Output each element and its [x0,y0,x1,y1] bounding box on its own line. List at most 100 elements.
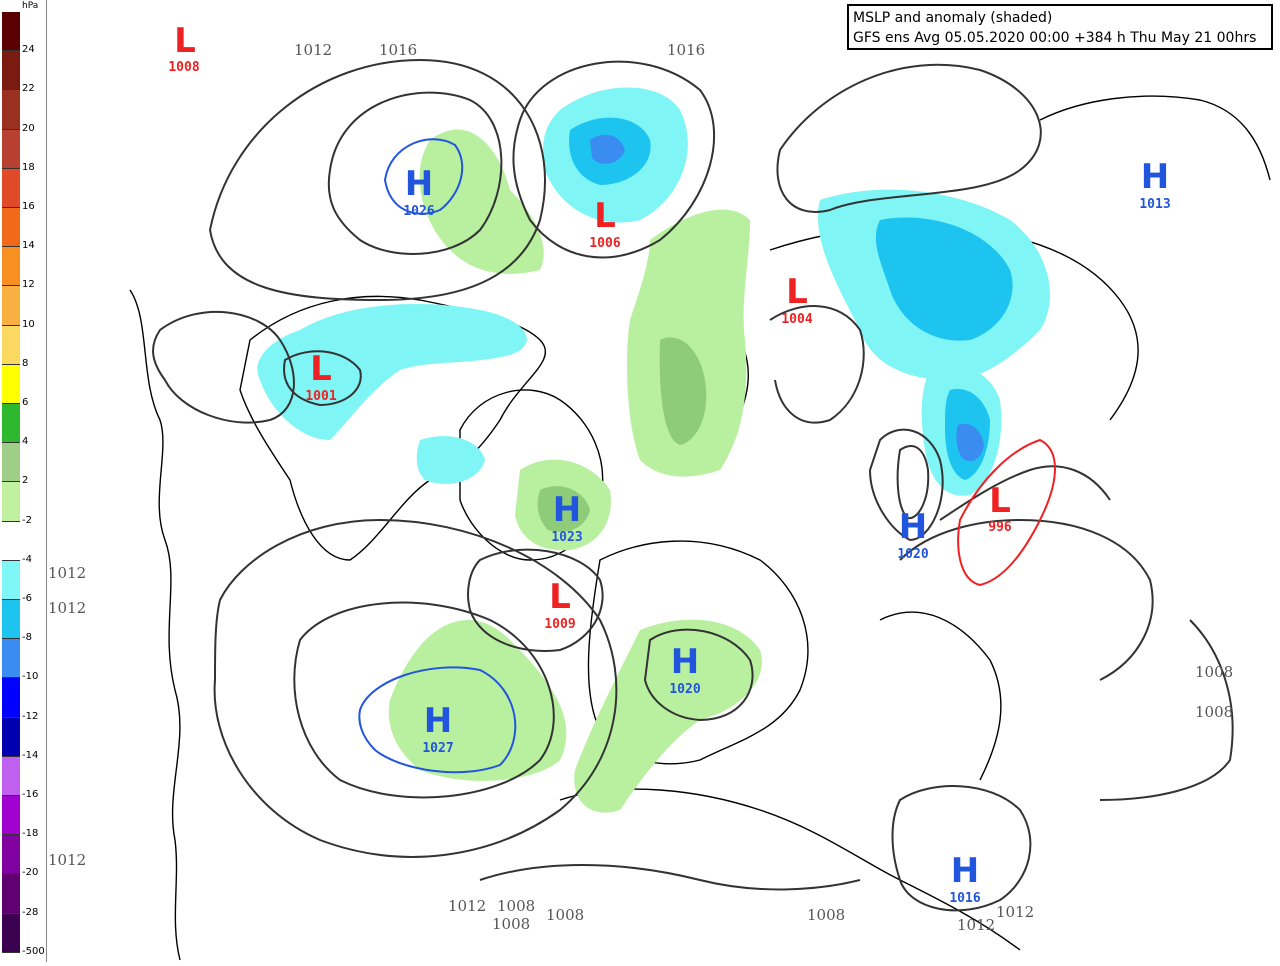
legend-label: -10 [22,671,39,683]
svg-text:L: L [786,272,808,312]
legend-swatch [2,247,20,287]
legend-label: 4 [22,436,29,448]
weather-map: 1012 1016 1016 1012 1012 1012 1012 1008 … [47,0,1280,962]
svg-text:1023: 1023 [551,530,582,545]
low-pressure-1006: L 1006 [589,196,620,251]
low-pressure-996: L 996 [988,481,1012,535]
legend-label: -12 [22,710,39,722]
map-subtitle: GFS ens Avg 05.05.2020 00:00 +384 h Thu … [853,30,1257,46]
legend-swatch [2,600,20,640]
legend-label: -18 [22,828,39,840]
legend-swatch [2,129,20,169]
legend-swatch [2,208,20,248]
svg-text:L: L [989,481,1011,521]
system-contours [358,138,1056,774]
svg-text:996: 996 [988,520,1012,535]
svg-text:L: L [310,349,332,389]
legend-swatch [2,717,20,757]
pressure-systems: L 1008 H 1026 L 1006 L 1004 H 1013 L 100… [168,21,1170,906]
svg-text:L: L [594,196,616,236]
legend-swatch [2,443,20,483]
high-pressure-1023: H 1023 [551,490,582,545]
isobar-label: 1008 [807,906,845,924]
legend-label: -6 [22,593,32,604]
legend-label: 24 [22,44,35,56]
legend-label: 16 [22,201,35,212]
isobar-label: 1012 [448,897,486,915]
isobar-label: 1012 [294,41,332,59]
legend-swatch [2,874,20,914]
legend-label: 10 [22,318,35,330]
legend-swatch [2,12,20,52]
isobar-label: 1016 [379,41,417,59]
legend-label: 12 [22,279,35,291]
legend-swatch [2,168,20,208]
svg-text:1006: 1006 [589,236,620,251]
legend-swatch [2,51,20,91]
isobar-label: 1012 [48,599,86,617]
pos-anomaly-greenland [419,129,544,274]
pos-anomaly-atlantic [388,620,567,781]
high-pressure-1027: H 1027 [422,701,453,756]
legend-label: -28 [22,906,39,918]
legend-label: -8 [22,632,32,644]
isobar-label: 1008 [492,915,530,933]
isobar-label: 1012 [48,564,86,582]
legend-swatch [2,835,20,875]
isobar-label: 1012 [996,903,1034,921]
svg-text:1016: 1016 [949,891,980,906]
legend-label: 18 [22,161,35,173]
pos-anomaly-scandinavia [627,209,750,477]
legend-swatch [2,521,20,561]
legend-swatch [2,325,20,365]
pos-anomaly-europe [574,619,762,813]
legend-label: -500 [22,945,45,957]
legend-label: 6 [22,397,29,408]
svg-text:1001: 1001 [305,389,336,404]
legend-label: 2 [22,475,29,487]
high-1027-contour [358,666,517,774]
high-pressure-1013: H 1013 [1139,157,1170,212]
legend-swatch [2,913,20,953]
legend-swatch [2,482,20,522]
legend-label: 14 [22,240,35,252]
anomaly-color-legend: hPa 24 22 20 18 16 14 12 10 8 6 4 2 -2 -4 -6 -8 -10 -12 -1… [0,0,47,962]
isobar-label: 1016 [667,41,705,59]
low-996-contour [957,438,1056,587]
high-pressure-1026: H 1026 [403,164,434,219]
svg-text:H: H [951,851,979,891]
svg-text:1008: 1008 [168,60,199,75]
low-pressure-1008: L 1008 [168,21,199,75]
legend-swatch [2,678,20,718]
isobar-labels: 1012 1016 1016 1012 1012 1012 1012 1008 … [48,41,1233,934]
pos-anomaly-greenland-core [537,486,590,532]
svg-text:H: H [1141,157,1169,197]
legend-swatch [2,756,20,796]
high-pressure-1020-asia: H 1020 [897,507,928,562]
map-title-box: MSLP and anomaly (shaded) GFS ens Avg 05… [847,4,1273,50]
neg-anomaly-canada [257,304,527,440]
legend-label: 8 [22,357,29,369]
neg-anomaly-north-pacific-core [590,134,625,164]
legend-unit: hPa [22,1,39,11]
isobar-label: 1008 [1195,663,1233,681]
isobars [152,58,1234,912]
legend-label: -2 [22,514,32,526]
svg-text:1026: 1026 [403,204,434,219]
legend-label: -14 [22,749,39,761]
high-1026-contour [383,138,464,215]
svg-text:1020: 1020 [897,547,928,562]
legend-label: 20 [22,122,35,134]
svg-text:H: H [424,701,452,741]
map-title: MSLP and anomaly (shaded) [853,10,1053,26]
svg-text:1004: 1004 [781,312,812,327]
svg-text:1027: 1027 [422,741,453,756]
isobar-label: 1008 [497,897,535,915]
high-pressure-1020-europe: H 1020 [669,642,700,697]
isobar-label: 1008 [1195,703,1233,721]
svg-text:L: L [549,577,571,617]
legend-swatch [2,364,20,404]
svg-text:H: H [899,507,927,547]
legend-swatch [2,90,20,130]
svg-text:H: H [405,164,433,204]
